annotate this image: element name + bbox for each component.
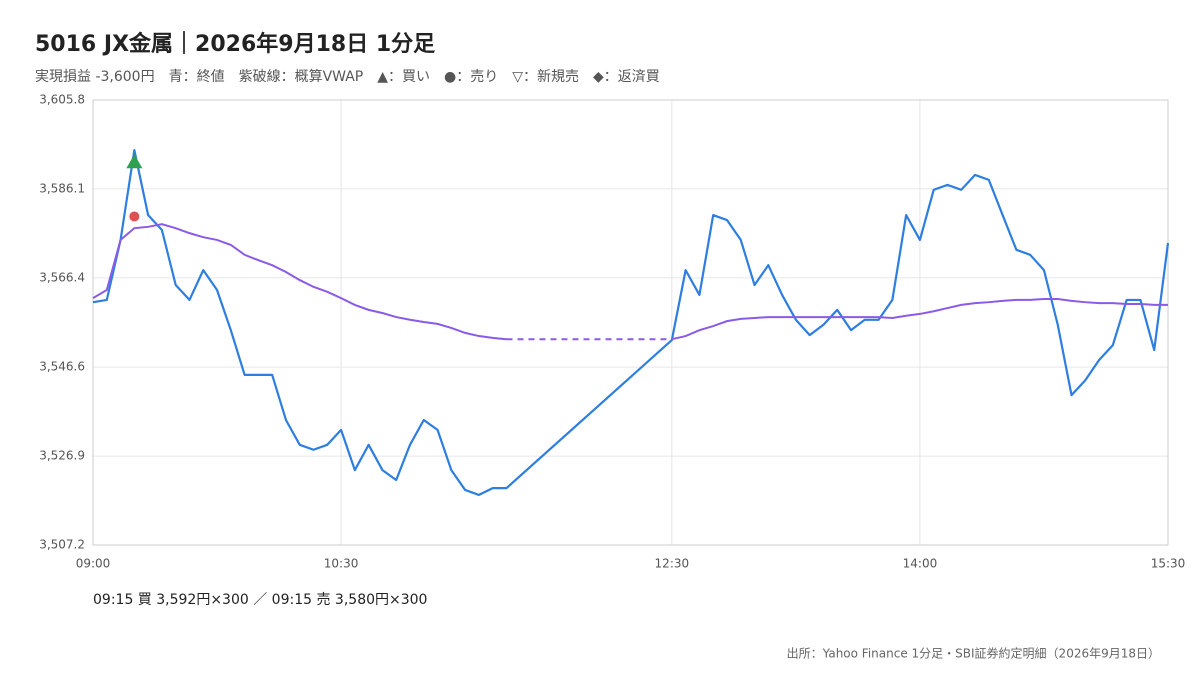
y-tick-label: 3,566.4	[39, 270, 85, 284]
y-tick-label: 3,546.6	[39, 360, 85, 374]
y-tick-label: 3,605.8	[39, 93, 85, 107]
source: 出所：Yahoo Finance 1分足・SBI証券約定明細（2026年9月18…	[787, 646, 1160, 661]
sell-marker	[129, 211, 140, 222]
buy-marker	[126, 154, 143, 169]
x-tick-label: 15:30	[1151, 557, 1186, 571]
plot-border	[92, 99, 1169, 546]
x-tick-label: 10:30	[324, 557, 359, 571]
x-tick-label: 14:00	[903, 557, 938, 571]
vwap-line	[92, 223, 507, 341]
chart-title: 5016 JX金属｜2026年9月18日 1分足	[35, 31, 435, 57]
x-tick-label: 12:30	[655, 557, 690, 571]
y-tick-label: 3,586.1	[39, 181, 85, 195]
y-tick-label: 3,526.9	[39, 449, 85, 463]
chart-subtitle: 実現損益 -3,600円 青：終値 紫破線：概算VWAP ▲：買い ●：売り ▽…	[35, 69, 660, 85]
trades-note: 09:15 買 3,592円×300 ／ 09:15 売 3,580円×300	[93, 592, 427, 608]
close-line	[92, 148, 1170, 497]
x-tick-label: 09:00	[76, 557, 111, 571]
vwap-line	[671, 298, 1168, 341]
y-tick-label: 3,507.2	[39, 538, 85, 552]
